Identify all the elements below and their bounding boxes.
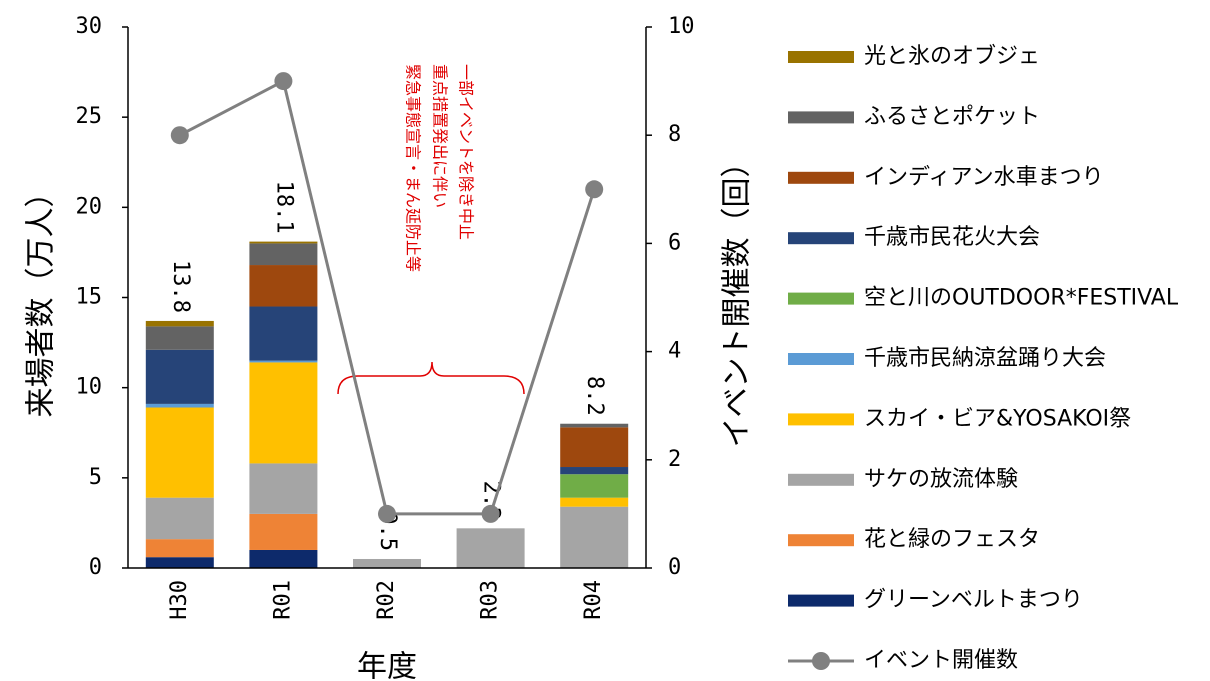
- bar-total-label: 8.2: [582, 376, 607, 416]
- y2-tick-label: 0: [668, 555, 681, 580]
- bar-segment: [249, 243, 318, 266]
- legend-label: 千歳市民花火大会: [864, 225, 1040, 250]
- y2-tick-label: 4: [668, 339, 681, 364]
- legend-label: グリーンベルトまつり: [864, 588, 1083, 613]
- bar-segment: [145, 349, 214, 404]
- annotation-brace: [337, 361, 525, 395]
- bar-segment: [560, 467, 629, 475]
- legend-swatch: [788, 353, 854, 365]
- bar-segment: [145, 557, 214, 568]
- legend-swatch: [788, 232, 854, 245]
- legend-label: 千歳市民納涼盆踊り大会: [864, 346, 1106, 371]
- bar-segment: [353, 558, 421, 568]
- legend-label: 光と氷のオブジェ: [864, 44, 1040, 69]
- legend-label: イベント開催数: [864, 648, 1018, 673]
- bar-segment: [560, 497, 629, 507]
- y-tick-label: 20: [76, 194, 103, 219]
- bar-segment: [560, 427, 629, 468]
- y-tick-label: 5: [89, 465, 102, 490]
- line-point: [378, 504, 396, 523]
- bar-segment: [249, 513, 318, 550]
- bar-segment: [145, 403, 214, 408]
- legend-swatch: [788, 111, 854, 124]
- annotation-text: 重点措置発出に伴い: [431, 64, 450, 208]
- line-point: [585, 180, 604, 199]
- legend-label: スカイ・ビア&YOSAKOI祭: [864, 406, 1131, 431]
- bar-segment: [249, 241, 318, 244]
- line-event-count: [179, 78, 596, 516]
- line-point: [170, 126, 189, 145]
- legend-label: 空と川のOUTDOOR*FESTIVAL: [864, 286, 1179, 311]
- bar-segment: [145, 320, 214, 327]
- legend-label: 花と緑のフェスタ: [864, 527, 1040, 552]
- bar-segment: [145, 497, 214, 540]
- y-tick-label: 0: [89, 555, 102, 580]
- bar-segment: [145, 326, 214, 350]
- y-tick-label: 10: [76, 375, 103, 400]
- legend-label: ふるさとポケット: [864, 104, 1040, 129]
- bar-segment: [249, 549, 318, 568]
- y2-tick-label: 10: [668, 14, 695, 39]
- legend-swatch: [788, 51, 854, 63]
- x-axis-title: 年度: [357, 650, 417, 681]
- bar-segment: [249, 463, 318, 514]
- y-tick-label: 30: [76, 14, 103, 39]
- y2-tick-label: 2: [668, 447, 681, 472]
- y-axis-title: 来場者数（万人）: [24, 178, 59, 418]
- annotation-text: 一部イベントを除き中止: [457, 64, 476, 240]
- y2-tick-label: 8: [668, 122, 681, 147]
- y2-axis-title: イベント開催数（回）: [720, 148, 755, 448]
- y-tick-label: 25: [76, 104, 103, 129]
- legend-swatch: [788, 594, 854, 607]
- x-tick-label: H30: [167, 580, 192, 620]
- bar-segment: [560, 423, 629, 428]
- x-tick-label: R03: [478, 580, 503, 620]
- line-point: [274, 72, 293, 91]
- bar-segment: [560, 506, 629, 568]
- y2-tick-label: 6: [668, 230, 681, 255]
- legend-label: サケの放流体験: [864, 467, 1018, 492]
- x-tick-label: R04: [581, 580, 606, 620]
- bar-segment: [145, 539, 214, 558]
- bar-segment: [249, 360, 318, 363]
- legend-line-marker: [812, 652, 830, 670]
- legend: 光と氷のオブジェふるさとポケットインディアン水車まつり千歳市民花火大会空と川のO…: [788, 44, 1179, 673]
- legend-swatch: [788, 413, 854, 426]
- annotation-text: 緊急事態宣言・まん延防止等: [404, 64, 423, 272]
- bar-segment: [560, 474, 629, 498]
- bar-total-label: 18.1: [271, 181, 296, 234]
- bar-segment: [456, 528, 525, 568]
- line-point: [481, 504, 500, 523]
- y-tick-label: 15: [76, 285, 103, 310]
- bar-segment: [145, 407, 214, 498]
- bar-segment: [249, 362, 318, 464]
- legend-swatch: [788, 534, 854, 547]
- legend-swatch: [788, 473, 854, 486]
- bar-total-label: 13.8: [168, 260, 193, 313]
- bar-segment: [249, 306, 318, 361]
- x-tick-label: R02: [374, 580, 399, 620]
- legend-swatch: [788, 171, 854, 184]
- bar-segment: [249, 265, 318, 307]
- legend-swatch: [788, 292, 854, 305]
- x-tick-label: R01: [270, 580, 295, 620]
- legend-label: インディアン水車まつり: [864, 165, 1104, 190]
